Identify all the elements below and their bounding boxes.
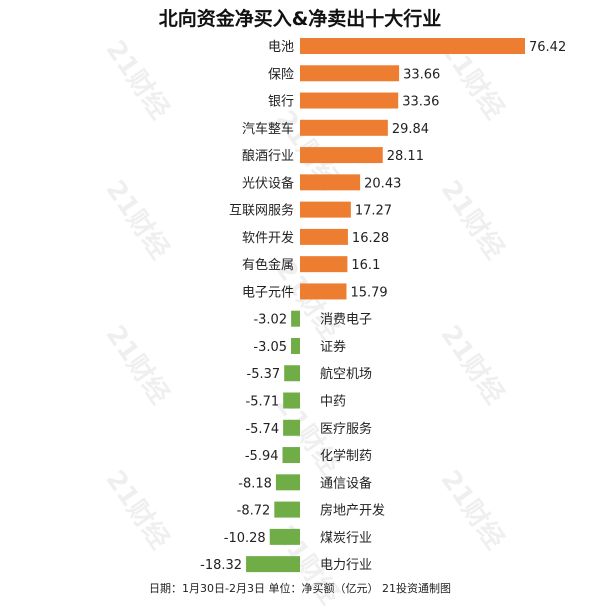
bar-13 bbox=[283, 392, 300, 409]
value-label: -8.72 bbox=[237, 504, 271, 519]
value-label: 20.43 bbox=[364, 176, 401, 191]
chart-footer: 日期：1月30日-2月3日 单位：净买额（亿元） 21投资通制图 bbox=[149, 582, 451, 595]
value-label: -5.71 bbox=[246, 395, 280, 410]
bar-15 bbox=[282, 447, 300, 464]
value-label: -5.94 bbox=[245, 449, 279, 464]
category-label: 煤炭行业 bbox=[320, 531, 372, 546]
bar-3 bbox=[300, 119, 388, 136]
value-label: -3.05 bbox=[253, 340, 287, 355]
bar-11 bbox=[291, 337, 300, 354]
category-label: 汽车整车 bbox=[242, 121, 294, 137]
bar-17 bbox=[274, 501, 300, 518]
value-label: 17.27 bbox=[355, 204, 392, 219]
chart-title: 北向资金净买入&净卖出十大行业 bbox=[158, 8, 442, 30]
value-label: 16.1 bbox=[351, 258, 380, 273]
category-label: 电力行业 bbox=[320, 558, 372, 573]
value-label: 33.66 bbox=[403, 67, 440, 82]
category-label: 银行 bbox=[268, 95, 294, 110]
value-label: -5.37 bbox=[247, 367, 281, 382]
bar-19 bbox=[246, 556, 300, 573]
bar-14 bbox=[283, 419, 300, 436]
category-label: 有色金属 bbox=[242, 257, 294, 273]
category-label: 电子元件 bbox=[242, 285, 294, 300]
value-label: 28.11 bbox=[387, 149, 424, 164]
category-label: 软件开发 bbox=[242, 230, 294, 246]
bar-18 bbox=[269, 528, 300, 545]
bar-10 bbox=[291, 310, 300, 327]
bar-16 bbox=[275, 474, 300, 491]
category-label: 中药 bbox=[320, 395, 346, 410]
value-label: -10.28 bbox=[224, 531, 266, 546]
category-label: 房地产开发 bbox=[320, 503, 385, 519]
value-label: 29.84 bbox=[392, 122, 429, 137]
bar-2 bbox=[300, 92, 399, 109]
bar-1 bbox=[300, 65, 400, 82]
bar-12 bbox=[284, 365, 300, 382]
bar-8 bbox=[300, 256, 348, 273]
category-label: 化学制药 bbox=[320, 448, 372, 464]
value-label: -3.02 bbox=[253, 313, 287, 328]
value-label: 76.42 bbox=[529, 40, 566, 55]
bar-0 bbox=[300, 38, 525, 54]
bar-6 bbox=[300, 201, 351, 218]
bar-9 bbox=[300, 283, 347, 300]
category-label: 消费电子 bbox=[320, 313, 372, 328]
bar-7 bbox=[300, 228, 348, 245]
bar-5 bbox=[300, 174, 361, 191]
category-label: 电池 bbox=[268, 40, 294, 55]
category-label: 证券 bbox=[320, 339, 346, 355]
value-label: -5.74 bbox=[245, 422, 279, 437]
category-label: 保险 bbox=[268, 67, 294, 82]
value-label: 15.79 bbox=[350, 285, 387, 300]
category-label: 酿酒行业 bbox=[242, 148, 294, 164]
value-label: -18.32 bbox=[200, 558, 242, 573]
category-label: 光伏设备 bbox=[242, 175, 294, 191]
value-label: 33.36 bbox=[402, 95, 439, 110]
category-label: 医疗服务 bbox=[320, 421, 372, 437]
category-label: 航空机场 bbox=[320, 366, 372, 382]
bar-4 bbox=[300, 147, 383, 164]
category-label: 通信设备 bbox=[320, 475, 372, 491]
value-label: 16.28 bbox=[352, 231, 389, 246]
category-label: 互联网服务 bbox=[229, 203, 294, 219]
value-label: -8.18 bbox=[238, 476, 272, 491]
